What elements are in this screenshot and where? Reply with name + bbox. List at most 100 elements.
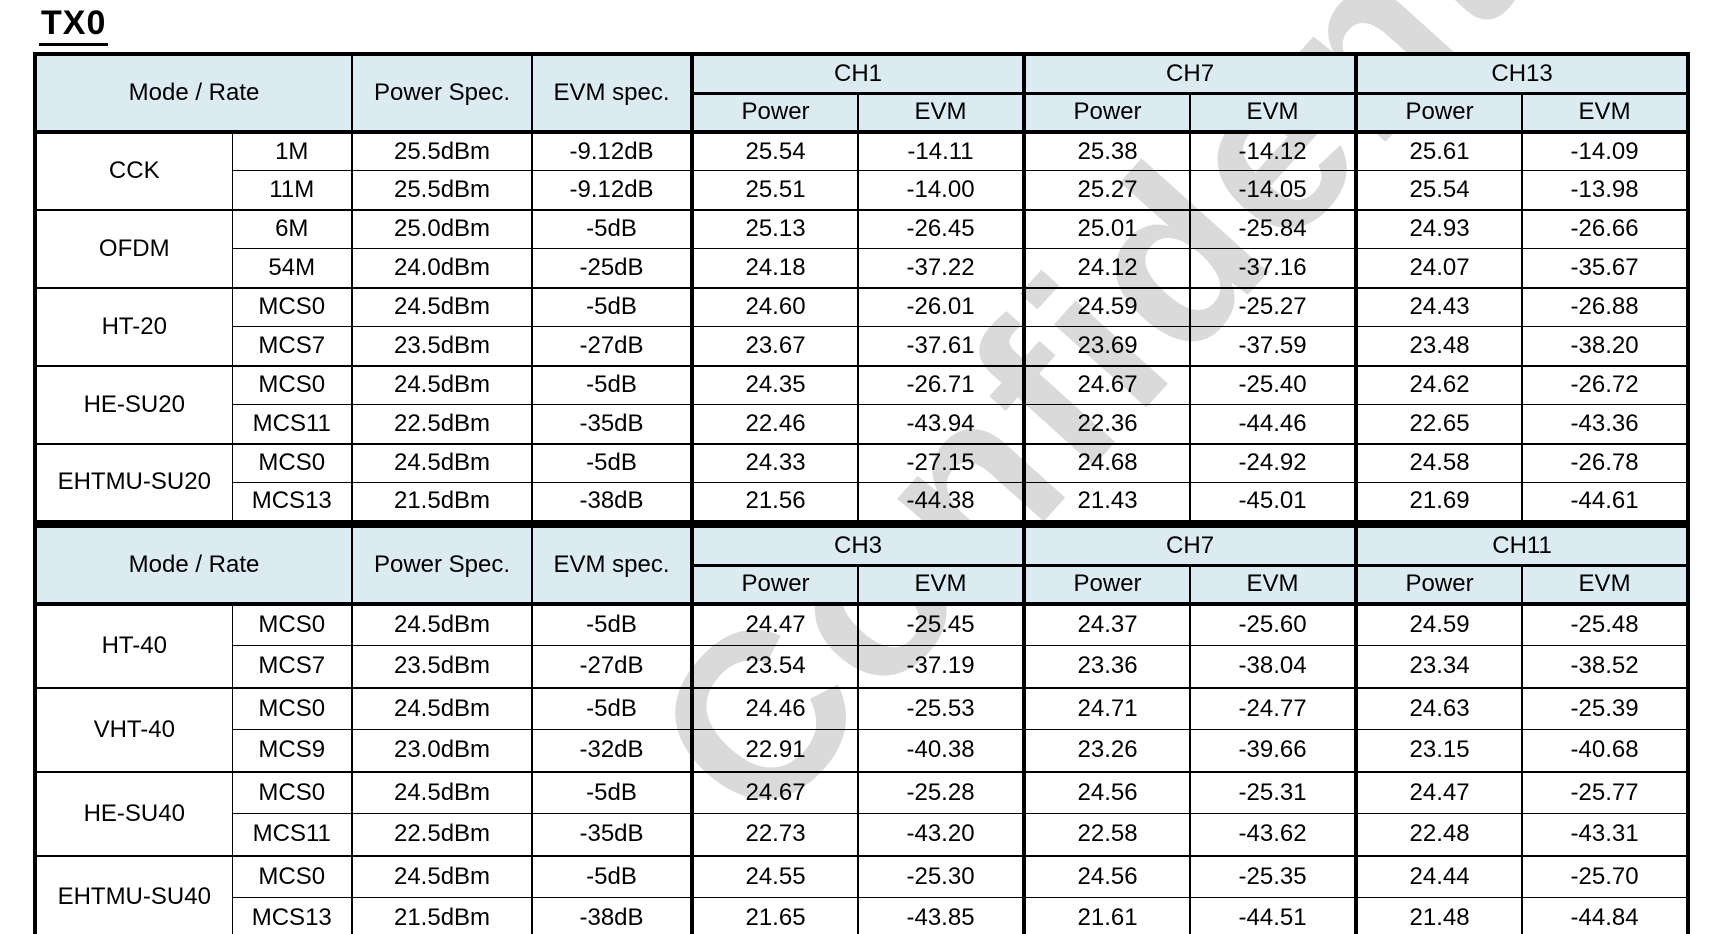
power-spec-cell: 25.0dBm xyxy=(351,209,533,250)
rate-cell: 6M xyxy=(231,209,353,250)
power-spec-cell: 25.5dBm xyxy=(351,170,533,211)
mode-cell: HT-20 xyxy=(34,287,233,367)
power-value-cell: 24.67 xyxy=(1022,365,1191,406)
evm-value-cell: -25.53 xyxy=(857,687,1025,731)
evm-value-cell: -37.19 xyxy=(857,645,1025,689)
power-value-cell: 22.36 xyxy=(1022,404,1191,445)
evm-spec-cell: -27dB xyxy=(531,326,693,367)
channel-header-cell: CH7 xyxy=(1022,525,1357,568)
channel-header-cell: CH3 xyxy=(690,525,1025,568)
evm-value-cell: -39.66 xyxy=(1189,729,1357,773)
subheader-evm-cell: EVM xyxy=(1189,93,1357,134)
evm-value-cell: -25.27 xyxy=(1189,287,1357,328)
power-value-cell: 24.35 xyxy=(690,365,859,406)
evm-value-cell: -43.31 xyxy=(1521,813,1689,857)
rate-cell: MCS13 xyxy=(231,897,353,934)
evm-value-cell: -38.52 xyxy=(1521,645,1689,689)
rate-cell: MCS0 xyxy=(231,443,353,484)
power-value-cell: 25.61 xyxy=(1354,131,1523,172)
evm-value-cell: -24.77 xyxy=(1189,687,1357,731)
evm-value-cell: -14.11 xyxy=(857,131,1025,172)
power-value-cell: 23.54 xyxy=(690,645,859,689)
evm-spec-cell: -9.12dB xyxy=(531,131,693,172)
evm-value-cell: -40.38 xyxy=(857,729,1025,773)
power-value-cell: 24.37 xyxy=(1022,603,1191,647)
power-value-cell: 22.91 xyxy=(690,729,859,773)
power-value-cell: 23.69 xyxy=(1022,326,1191,367)
power-value-cell: 22.58 xyxy=(1022,813,1191,857)
power-value-cell: 24.58 xyxy=(1354,443,1523,484)
spec-table-1: Mode / Rate Power Spec. EVM spec. CH1 CH7 CH1… xyxy=(33,51,1691,524)
power-spec-cell: 25.5dBm xyxy=(351,131,533,172)
power-spec-cell: 24.5dBm xyxy=(351,443,533,484)
rate-cell: 54M xyxy=(231,248,353,289)
evm-value-cell: -43.62 xyxy=(1189,813,1357,857)
subheader-evm-cell: EVM xyxy=(857,93,1025,134)
evm-value-cell: -40.68 xyxy=(1521,729,1689,773)
header-power-spec-cell: Power Spec. xyxy=(351,53,533,134)
power-value-cell: 24.60 xyxy=(690,287,859,328)
evm-spec-cell: -35dB xyxy=(531,813,693,857)
header-power-spec-cell: Power Spec. xyxy=(351,525,533,606)
rate-cell: MCS0 xyxy=(231,771,353,815)
evm-value-cell: -25.84 xyxy=(1189,209,1357,250)
evm-value-cell: -26.88 xyxy=(1521,287,1689,328)
evm-value-cell: -43.85 xyxy=(857,897,1025,934)
evm-value-cell: -25.35 xyxy=(1189,855,1357,899)
evm-value-cell: -44.46 xyxy=(1189,404,1357,445)
evm-value-cell: -24.92 xyxy=(1189,443,1357,484)
power-value-cell: 24.59 xyxy=(1354,603,1523,647)
spec-table-2: Mode / Rate Power Spec. EVM spec. CH3 CH7 CH1… xyxy=(33,523,1691,934)
evm-value-cell: -14.09 xyxy=(1521,131,1689,172)
evm-spec-cell: -35dB xyxy=(531,404,693,445)
evm-value-cell: -45.01 xyxy=(1189,482,1357,523)
power-value-cell: 21.56 xyxy=(690,482,859,523)
mode-cell: HE-SU20 xyxy=(34,365,233,445)
mode-cell: OFDM xyxy=(34,209,233,289)
power-value-cell: 24.55 xyxy=(690,855,859,899)
power-value-cell: 21.61 xyxy=(1022,897,1191,934)
power-value-cell: 24.67 xyxy=(690,771,859,815)
power-spec-cell: 23.5dBm xyxy=(351,645,533,689)
rate-cell: MCS0 xyxy=(231,287,353,328)
mode-cell: EHTMU-SU20 xyxy=(34,443,233,523)
evm-value-cell: -35.67 xyxy=(1521,248,1689,289)
evm-value-cell: -38.20 xyxy=(1521,326,1689,367)
subheader-power-cell: Power xyxy=(1354,565,1523,606)
power-value-cell: 24.47 xyxy=(690,603,859,647)
power-value-cell: 23.48 xyxy=(1354,326,1523,367)
evm-spec-cell: -9.12dB xyxy=(531,170,693,211)
power-value-cell: 21.69 xyxy=(1354,482,1523,523)
evm-spec-cell: -5dB xyxy=(531,287,693,328)
subheader-power-cell: Power xyxy=(1022,93,1191,134)
rate-cell: MCS13 xyxy=(231,482,353,523)
rate-cell: MCS0 xyxy=(231,855,353,899)
power-value-cell: 22.65 xyxy=(1354,404,1523,445)
power-value-cell: 24.59 xyxy=(1022,287,1191,328)
power-spec-cell: 23.5dBm xyxy=(351,326,533,367)
mode-cell: EHTMU-SU40 xyxy=(34,855,233,934)
evm-value-cell: -43.20 xyxy=(857,813,1025,857)
evm-value-cell: -44.51 xyxy=(1189,897,1357,934)
power-spec-cell: 22.5dBm xyxy=(351,404,533,445)
power-value-cell: 23.36 xyxy=(1022,645,1191,689)
evm-value-cell: -25.77 xyxy=(1521,771,1689,815)
power-value-cell: 23.67 xyxy=(690,326,859,367)
evm-spec-cell: -5dB xyxy=(531,365,693,406)
rate-cell: MCS7 xyxy=(231,326,353,367)
power-value-cell: 24.93 xyxy=(1354,209,1523,250)
evm-spec-cell: -5dB xyxy=(531,443,693,484)
power-value-cell: 25.01 xyxy=(1022,209,1191,250)
evm-value-cell: -25.30 xyxy=(857,855,1025,899)
power-value-cell: 24.62 xyxy=(1354,365,1523,406)
power-value-cell: 25.38 xyxy=(1022,131,1191,172)
evm-value-cell: -25.70 xyxy=(1521,855,1689,899)
evm-value-cell: -25.31 xyxy=(1189,771,1357,815)
power-spec-cell: 24.5dBm xyxy=(351,687,533,731)
rate-cell: MCS11 xyxy=(231,404,353,445)
power-spec-cell: 23.0dBm xyxy=(351,729,533,773)
power-value-cell: 22.48 xyxy=(1354,813,1523,857)
evm-spec-cell: -5dB xyxy=(531,771,693,815)
header-evm-spec-cell: EVM spec. xyxy=(531,53,693,134)
subheader-evm-cell: EVM xyxy=(1521,565,1689,606)
